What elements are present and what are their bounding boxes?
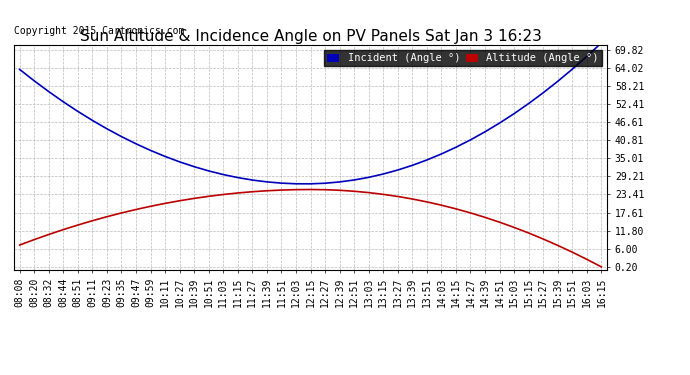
Legend: Incident (Angle °), Altitude (Angle °): Incident (Angle °), Altitude (Angle °) — [324, 50, 602, 66]
Title: Sun Altitude & Incidence Angle on PV Panels Sat Jan 3 16:23: Sun Altitude & Incidence Angle on PV Pan… — [79, 29, 542, 44]
Text: Copyright 2015 Cartronics.com: Copyright 2015 Cartronics.com — [14, 26, 184, 36]
